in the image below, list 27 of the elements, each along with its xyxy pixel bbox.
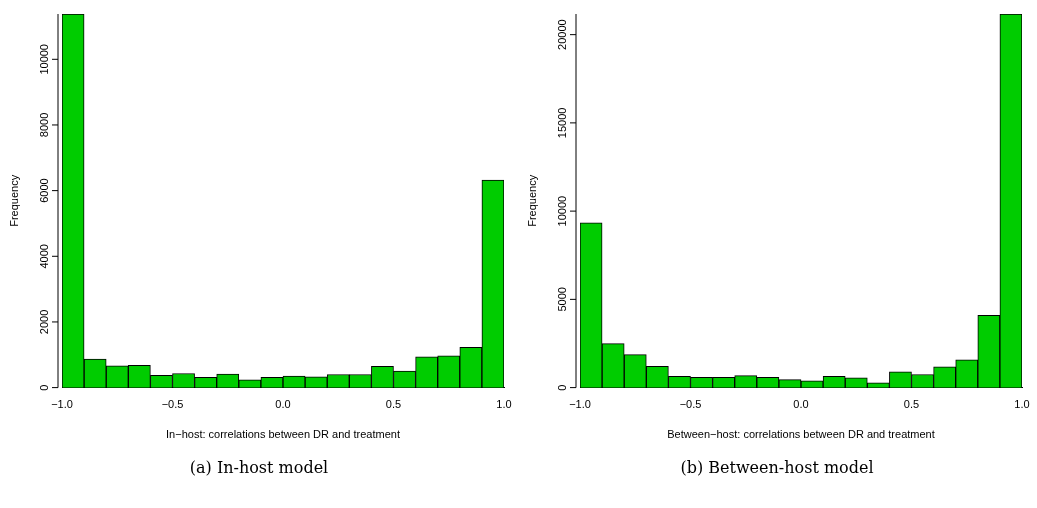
x-tick-label: −0.5 bbox=[161, 398, 184, 411]
text: (b) Between-host model bbox=[679, 458, 875, 477]
text: (a) In-host model bbox=[188, 458, 330, 477]
y-axis-title: Frequency bbox=[7, 174, 20, 227]
x-tick-label: 0.0 bbox=[793, 398, 809, 411]
x-axis-title: Between−host: correlations between DR and treatment bbox=[667, 428, 935, 441]
y-tick-label: 15000 bbox=[555, 107, 568, 139]
y-tick-label: 10000 bbox=[555, 195, 568, 227]
y-tick-label: 8000 bbox=[37, 112, 50, 138]
x-axis-title: In−host: correlations between DR and treatment bbox=[166, 428, 400, 441]
x-tick-label: 0.0 bbox=[275, 398, 291, 411]
x-tick-label: 1.0 bbox=[496, 398, 512, 411]
x-tick-label: 0.5 bbox=[385, 398, 402, 411]
y-tick-label: 6000 bbox=[37, 178, 50, 203]
y-tick-label: 10000 bbox=[37, 44, 50, 75]
y-tick-label: 20000 bbox=[555, 19, 568, 50]
y-tick-label: 2000 bbox=[37, 309, 50, 335]
y-tick-label: 5000 bbox=[555, 287, 568, 312]
x-tick-label: 0.5 bbox=[903, 398, 920, 411]
y-tick-label: 0 bbox=[555, 384, 568, 391]
x-tick-label: −1.0 bbox=[569, 398, 591, 411]
y-tick-label: 0 bbox=[37, 384, 50, 391]
x-tick-label: −0.5 bbox=[679, 398, 702, 411]
y-axis-title: Frequency bbox=[525, 174, 538, 227]
y-tick-label: 4000 bbox=[37, 244, 50, 269]
x-tick-label: 1.0 bbox=[1014, 398, 1030, 411]
x-tick-label: −1.0 bbox=[51, 398, 73, 411]
